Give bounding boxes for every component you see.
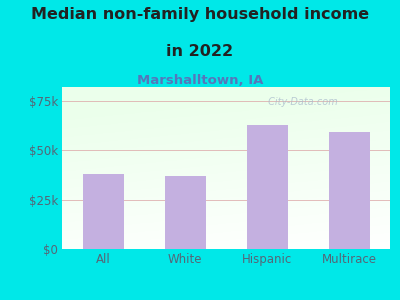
Text: Marshalltown, IA: Marshalltown, IA xyxy=(137,74,263,86)
Text: City-Data.com: City-Data.com xyxy=(265,97,338,106)
Bar xyxy=(82,174,124,249)
Bar xyxy=(328,132,370,249)
Text: Median non-family household income: Median non-family household income xyxy=(31,8,369,22)
Bar xyxy=(164,176,206,249)
Bar xyxy=(246,124,288,249)
Text: in 2022: in 2022 xyxy=(166,44,234,59)
